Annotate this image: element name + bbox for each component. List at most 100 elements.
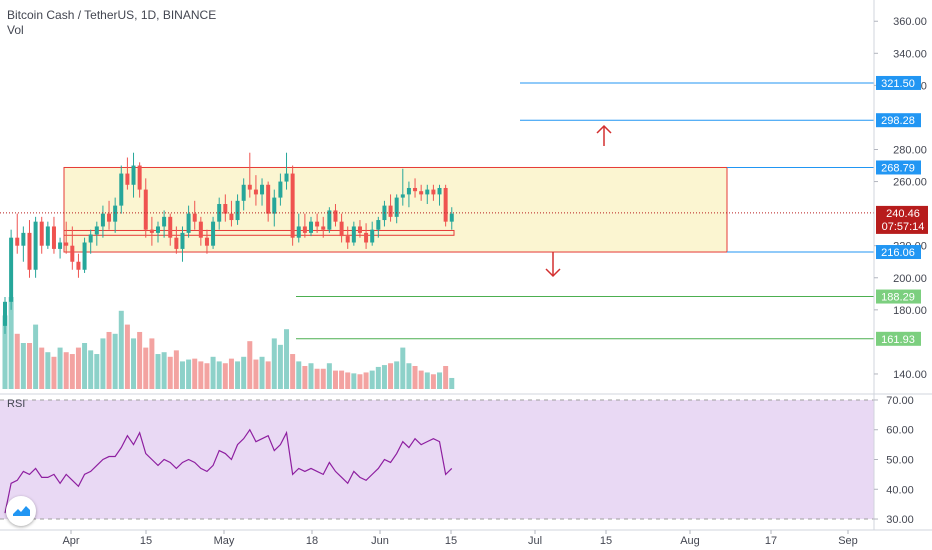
rsi-pane[interactable] xyxy=(0,399,874,520)
candle-body xyxy=(406,187,411,195)
volume-bar xyxy=(14,333,20,389)
volume-bar xyxy=(75,347,81,389)
candle-body xyxy=(76,261,81,270)
volume-bar xyxy=(418,370,424,389)
volume-bar xyxy=(320,368,326,389)
candle-body xyxy=(357,226,362,233)
price-pane[interactable] xyxy=(0,0,874,393)
volume-bar xyxy=(271,338,277,389)
level-lines xyxy=(296,82,874,340)
level-tag xyxy=(876,331,921,346)
countdown-label: 07:57:14 xyxy=(882,221,925,233)
candle-body xyxy=(394,197,399,217)
volume-bar xyxy=(26,343,32,389)
candle-body xyxy=(198,221,203,238)
current-price-tag: 240.46 07:57:14 xyxy=(876,205,928,234)
volume-bar xyxy=(357,374,363,389)
candle-body xyxy=(45,226,50,246)
price-axis[interactable]: 360.00340.00320.00280.00260.00220.00200.… xyxy=(873,0,928,530)
volume-bar xyxy=(437,372,443,389)
candle-body xyxy=(107,213,112,222)
volume-label: Vol xyxy=(7,23,24,37)
current-price-label: 240.46 xyxy=(886,208,920,220)
candle-body xyxy=(296,226,301,238)
volume-bar xyxy=(265,361,271,389)
volume-bar xyxy=(173,350,179,389)
volume-bar xyxy=(210,356,216,389)
price-tick-label: 140.00 xyxy=(893,369,927,381)
level-tag-label: 216.06 xyxy=(881,247,915,259)
volume-bar xyxy=(381,365,387,389)
level-tag-label: 298.28 xyxy=(881,115,915,127)
volume-bar xyxy=(430,374,436,389)
volume-bar xyxy=(8,297,14,389)
chart-title: Bitcoin Cash / TetherUS, 1D, BINANCE xyxy=(7,8,217,22)
volume-bar xyxy=(253,359,259,389)
volume-bar xyxy=(394,361,400,389)
time-tick-label: Jul xyxy=(528,535,542,547)
candle-body xyxy=(425,189,430,195)
candle-body xyxy=(186,213,191,233)
candle-body xyxy=(149,229,154,233)
candle-body xyxy=(162,216,167,227)
volume-bar xyxy=(235,361,241,389)
volume-bar xyxy=(443,366,449,389)
candle-body xyxy=(247,184,252,190)
candle-body xyxy=(309,221,313,233)
volume-bar xyxy=(155,354,161,389)
candle-body xyxy=(345,236,350,243)
candle-body xyxy=(437,187,442,195)
volume-bar xyxy=(186,359,192,389)
volume-bar xyxy=(302,366,308,389)
tradingview-logo-icon[interactable] xyxy=(6,496,36,526)
level-tag-label: 268.79 xyxy=(881,162,915,174)
time-tick-label: Aug xyxy=(680,535,700,547)
candle-body xyxy=(321,226,326,230)
rsi-line xyxy=(4,428,453,514)
candle-body xyxy=(204,237,209,246)
volume-bar xyxy=(351,373,357,389)
candle-body xyxy=(70,245,75,262)
candle-body xyxy=(376,220,381,230)
level-tag-label: 321.50 xyxy=(881,78,915,90)
volume-bar xyxy=(345,372,351,389)
time-axis[interactable]: Apr 15 May 18 Jun 15 Jul 15 Aug 17 Sep xyxy=(0,529,932,547)
volume-bar xyxy=(106,331,112,389)
candle-body xyxy=(302,226,307,233)
candle-body xyxy=(431,189,436,195)
volume-bar xyxy=(204,363,210,389)
volume-bar xyxy=(332,370,338,389)
time-tick-label: 17 xyxy=(765,535,777,547)
rsi-band xyxy=(0,399,874,520)
candle-body xyxy=(82,242,87,270)
candle-body xyxy=(15,237,20,246)
level-tag xyxy=(876,75,921,90)
volume-bar xyxy=(94,354,100,389)
volume-bar xyxy=(277,344,283,389)
volume-bar xyxy=(449,377,455,389)
candle-body xyxy=(137,165,142,190)
candle-body xyxy=(174,237,179,249)
candle-body xyxy=(58,242,63,249)
volume-bar xyxy=(228,358,234,389)
volume-bar xyxy=(143,347,149,389)
candle-body xyxy=(339,221,344,237)
volume-bar xyxy=(296,361,302,389)
price-tick-label: 340.00 xyxy=(893,48,927,60)
candle-body xyxy=(364,232,369,243)
volume-bar xyxy=(63,352,69,389)
volume-bar xyxy=(124,324,130,389)
volume-bar xyxy=(363,372,369,389)
candle-body xyxy=(315,221,320,227)
volume-bar xyxy=(247,341,253,389)
rsi-tick-label: 70.00 xyxy=(886,395,914,407)
candle-body xyxy=(284,173,289,182)
volume-bar xyxy=(241,356,247,389)
rsi-tick-label: 40.00 xyxy=(886,484,914,496)
volume-bar xyxy=(388,363,394,389)
candle-body xyxy=(241,184,246,201)
volume-bar xyxy=(51,356,57,389)
candle-body xyxy=(443,187,448,222)
volume-bar xyxy=(161,352,167,389)
